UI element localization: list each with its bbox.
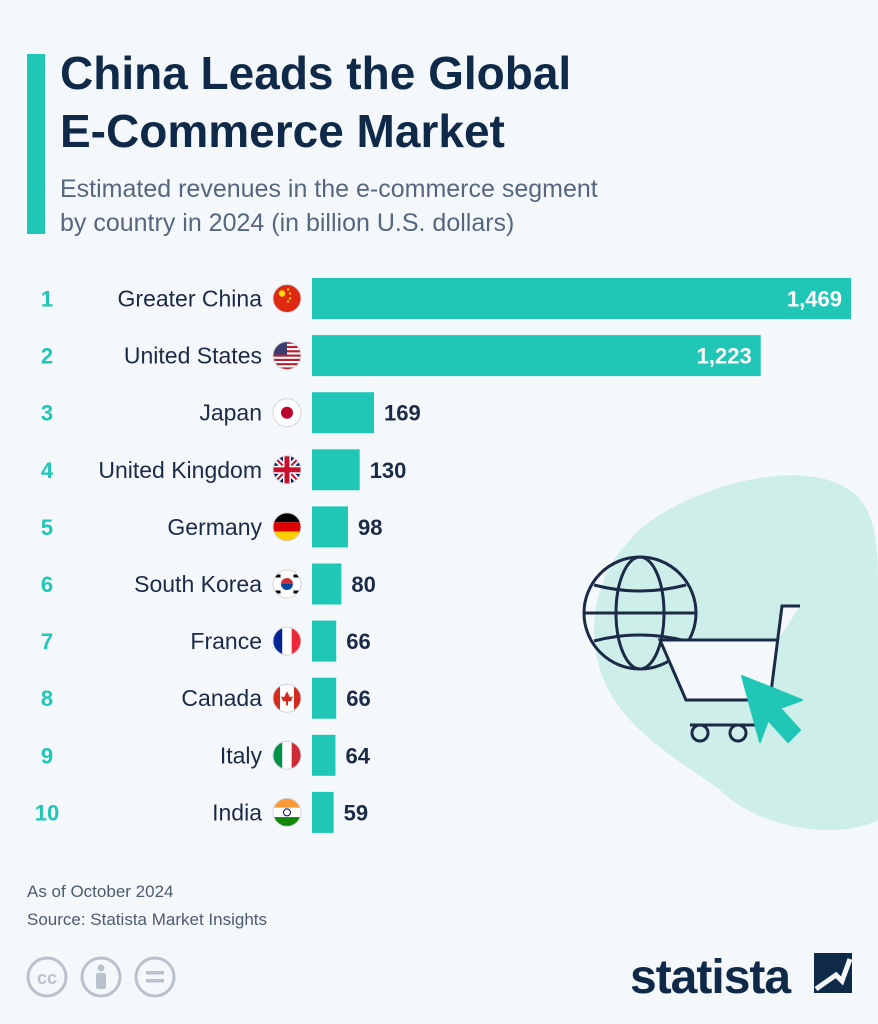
uk-flag-icon bbox=[272, 455, 302, 485]
value-label: 169 bbox=[384, 401, 421, 426]
rank-label: 7 bbox=[41, 629, 53, 654]
category-label: Canada bbox=[181, 685, 262, 711]
accent-bar bbox=[27, 54, 45, 234]
footnote: As of October 2024 Source: Statista Mark… bbox=[27, 878, 267, 934]
svg-text:cc: cc bbox=[37, 968, 57, 988]
rank-label: 2 bbox=[41, 344, 53, 369]
license-icons: cc bbox=[26, 956, 176, 998]
statista-mark-icon bbox=[814, 953, 853, 993]
cursor-icon bbox=[741, 675, 803, 743]
category-label: India bbox=[212, 799, 262, 825]
bar bbox=[312, 677, 337, 719]
bar-row: 10 India 59 bbox=[35, 791, 368, 833]
title-line-1: China Leads the Global bbox=[60, 47, 572, 99]
category-label: Greater China bbox=[118, 286, 263, 312]
category-label: United Kingdom bbox=[98, 457, 262, 483]
category-label: Japan bbox=[199, 400, 262, 426]
france-flag-icon bbox=[272, 626, 302, 656]
rank-label: 4 bbox=[41, 458, 54, 483]
source-note: Source: Statista Market Insights bbox=[27, 910, 267, 929]
value-label: 130 bbox=[370, 458, 407, 483]
japan-flag-icon bbox=[272, 398, 302, 428]
value-label: 1,223 bbox=[697, 344, 752, 369]
value-label: 1,469 bbox=[787, 287, 842, 312]
bar bbox=[312, 791, 334, 833]
bar bbox=[312, 563, 342, 605]
bar bbox=[312, 335, 761, 377]
bar bbox=[312, 506, 348, 548]
page-title: China Leads the Global E-Commerce Market bbox=[60, 44, 840, 160]
bar-row: 3 Japan 169 bbox=[41, 392, 421, 434]
china-flag-icon bbox=[272, 284, 302, 313]
rank-label: 5 bbox=[41, 515, 53, 540]
value-label: 98 bbox=[358, 515, 382, 540]
category-label: United States bbox=[124, 343, 262, 369]
bar-row: 1 Greater China 1,469 bbox=[41, 278, 851, 319]
bar bbox=[312, 734, 336, 776]
category-label: Italy bbox=[220, 742, 263, 768]
cc-icon: cc bbox=[26, 956, 68, 998]
bar-row: 2 United States 1,223 bbox=[41, 335, 761, 377]
bar-row: 9 Italy 64 bbox=[41, 734, 371, 776]
rank-label: 6 bbox=[41, 572, 53, 597]
subtitle-line-1: Estimated revenues in the e-commerce seg… bbox=[60, 175, 598, 203]
statista-wordmark: statista bbox=[630, 951, 791, 1004]
as-of-note: As of October 2024 bbox=[27, 882, 174, 901]
usa-flag-icon bbox=[272, 341, 302, 371]
statista-logo: statista bbox=[630, 951, 853, 1004]
rank-label: 3 bbox=[41, 401, 53, 426]
value-label: 66 bbox=[346, 629, 370, 654]
subtitle-line-2: by country in 2024 (in billion U.S. doll… bbox=[60, 209, 515, 237]
canada-flag-icon bbox=[272, 683, 302, 713]
south-korea-flag-icon bbox=[272, 569, 302, 599]
germany-flag-icon bbox=[272, 512, 302, 542]
bar-row: 5 Germany 98 bbox=[41, 506, 382, 548]
bar bbox=[312, 449, 360, 491]
bar-row: 4 United Kingdom 130 bbox=[41, 449, 407, 491]
italy-flag-icon bbox=[272, 740, 302, 770]
category-label: Germany bbox=[167, 514, 262, 540]
india-flag-icon bbox=[272, 797, 302, 827]
category-label: South Korea bbox=[134, 571, 262, 597]
value-label: 64 bbox=[345, 743, 370, 768]
nd-icon bbox=[134, 956, 176, 998]
bar bbox=[312, 278, 851, 319]
by-icon bbox=[80, 956, 122, 998]
title-line-2: E-Commerce Market bbox=[60, 105, 505, 157]
value-label: 80 bbox=[351, 572, 375, 597]
category-label: France bbox=[190, 628, 262, 654]
value-label: 66 bbox=[346, 686, 370, 711]
subtitle: Estimated revenues in the e-commerce seg… bbox=[60, 172, 840, 240]
bar-row: 7 France 66 bbox=[41, 620, 371, 662]
rank-label: 1 bbox=[41, 287, 53, 312]
bar-row: 6 South Korea 80 bbox=[41, 563, 376, 605]
value-label: 59 bbox=[344, 800, 368, 825]
rank-label: 8 bbox=[41, 686, 53, 711]
bar bbox=[312, 392, 375, 434]
bar-row: 8 Canada 66 bbox=[41, 677, 371, 719]
rank-label: 10 bbox=[35, 800, 59, 825]
globe-shopping-cart-cursor-icon bbox=[582, 555, 800, 743]
rank-label: 9 bbox=[41, 743, 53, 768]
bar bbox=[312, 620, 337, 662]
